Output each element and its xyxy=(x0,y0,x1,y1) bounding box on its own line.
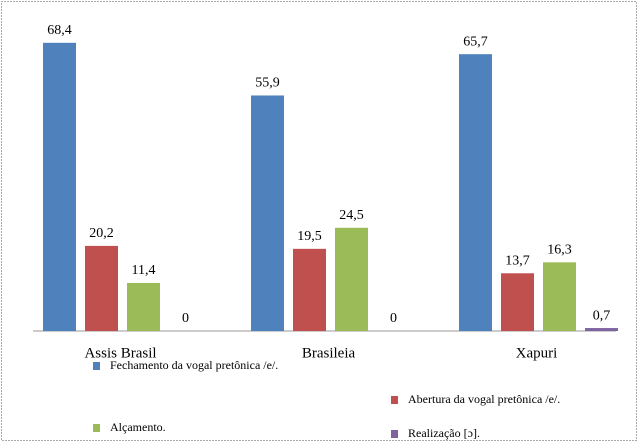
x-tick-label: Brasileia xyxy=(302,345,356,361)
bar xyxy=(543,262,576,331)
legend-label: Realização [ɔ]. xyxy=(408,426,480,440)
bar xyxy=(85,245,118,331)
bar xyxy=(43,42,76,332)
value-label: 19,5 xyxy=(297,229,322,244)
x-tick-label: Assis Brasil xyxy=(84,345,156,361)
value-label: 0 xyxy=(390,311,397,326)
bar xyxy=(127,282,160,331)
bar xyxy=(585,328,618,331)
value-label: 16,3 xyxy=(547,243,572,258)
bar xyxy=(251,95,284,331)
bar xyxy=(335,227,368,331)
bar xyxy=(501,273,534,331)
legend-swatch xyxy=(391,430,398,438)
legend-swatch xyxy=(93,424,100,432)
bar xyxy=(459,54,492,332)
legend-swatch xyxy=(93,362,100,370)
value-label: 65,7 xyxy=(463,34,488,49)
legend-label: Abertura da vogal pretônica /e/. xyxy=(408,392,560,406)
bar xyxy=(293,248,326,331)
value-label: 20,2 xyxy=(89,226,114,241)
value-label: 0,7 xyxy=(593,308,611,323)
value-label: 11,4 xyxy=(132,263,156,278)
value-label: 68,4 xyxy=(47,23,72,38)
value-label: 55,9 xyxy=(255,76,280,91)
legend-swatch xyxy=(391,396,398,404)
value-label: 13,7 xyxy=(505,253,530,268)
value-label: 24,5 xyxy=(339,208,364,223)
legend-label: Alçamento. xyxy=(110,420,166,434)
x-tick-label: Xapuri xyxy=(516,345,558,361)
value-label: 0 xyxy=(182,311,189,326)
legend-label: Fechamento da vogal pretônica /e/. xyxy=(110,358,278,372)
